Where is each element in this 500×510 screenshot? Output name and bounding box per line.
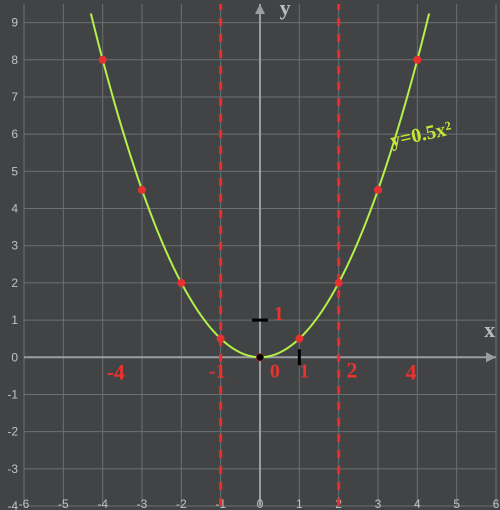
hand-label-pos4: 4 [406,360,417,385]
y-tick-label: -3 [7,462,18,476]
data-point [138,186,146,194]
data-point [177,279,185,287]
y-tick-label: 6 [11,127,18,141]
hand-label-neg1: -1 [209,361,226,383]
hand-label-one: 1 [274,303,284,325]
origin-point [257,354,264,361]
data-point [413,56,421,64]
x-tick-label: -6 [19,497,30,510]
x-tick-label: -2 [176,497,187,510]
y-tick-label: 7 [11,90,18,104]
hand-label-neg4: -4 [107,360,125,385]
y-tick-label: 5 [11,164,18,178]
y-tick-label: 0 [11,350,18,364]
y-tick-label: -2 [7,425,18,439]
x-tick-label: 3 [375,497,382,510]
x-tick-label: 4 [414,497,421,510]
hand-label-origin: 0 [270,361,280,383]
x-axis-label: x [484,317,495,342]
chart-background [0,0,500,510]
y-tick-label: 1 [11,313,18,327]
data-point [217,335,225,343]
y-tick-label: 2 [11,276,18,290]
hand-label-pos1: 1 [299,361,309,383]
chart-container: -4-3-2-10123456789-6-5-4-3-2-10123456yxy… [0,0,500,510]
y-tick-label: -4 [7,499,18,510]
y-tick-label: 9 [11,16,18,30]
x-tick-label: 0 [257,497,264,510]
hand-label-pos2: 2 [347,358,358,383]
y-tick-label: 3 [11,239,18,253]
y-tick-label: -1 [7,387,18,401]
x-tick-label: -3 [137,497,148,510]
x-tick-label: -4 [97,497,108,510]
data-point [374,186,382,194]
x-tick-label: 1 [296,497,303,510]
data-point [335,279,343,287]
data-point [99,56,107,64]
y-tick-label: 4 [11,202,18,216]
y-axis-label: y [280,0,291,20]
x-tick-label: -5 [58,497,69,510]
chart-svg: -4-3-2-10123456789-6-5-4-3-2-10123456yxy… [0,0,500,510]
y-tick-label: 8 [11,53,18,67]
data-point [295,335,303,343]
x-tick-label: 6 [493,497,500,510]
x-tick-label: 5 [453,497,460,510]
